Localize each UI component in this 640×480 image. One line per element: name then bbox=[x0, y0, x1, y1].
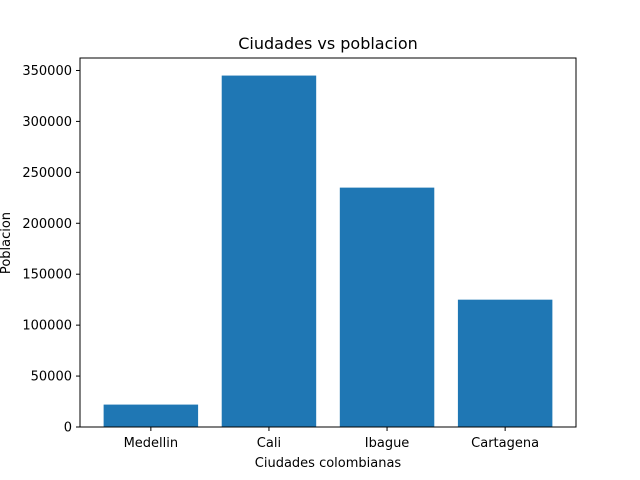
y-tick-label: 200000 bbox=[22, 217, 72, 232]
y-axis-label: Poblacion bbox=[0, 212, 14, 274]
plot-frame bbox=[79, 57, 577, 428]
y-tick-label: 250000 bbox=[22, 166, 72, 181]
y-tick-label: 300000 bbox=[22, 115, 72, 130]
x-tick-label: Cartagena bbox=[471, 436, 539, 451]
y-tick-label: 50000 bbox=[31, 370, 72, 385]
chart-title: Ciudades vs poblacion bbox=[238, 34, 418, 53]
bar-cali bbox=[221, 75, 317, 427]
y-tick-label: 150000 bbox=[22, 268, 72, 283]
bars-group bbox=[103, 75, 553, 427]
y-tick-label: 0 bbox=[64, 421, 72, 436]
bar-cartagena bbox=[457, 299, 553, 427]
y-tick-label: 350000 bbox=[22, 64, 72, 79]
x-axis-label: Ciudades colombianas bbox=[255, 456, 402, 471]
bar-ibague bbox=[339, 187, 435, 427]
x-tick-label: Medellin bbox=[124, 436, 179, 451]
bar-medellin bbox=[103, 404, 199, 427]
y-tick-label: 100000 bbox=[22, 319, 72, 334]
x-axis: Medellin Cali Ibague Cartagena bbox=[124, 427, 539, 451]
x-tick-label: Cali bbox=[257, 436, 281, 451]
y-axis: 0 50000 100000 150000 200000 250000 300000 3500… bbox=[22, 64, 80, 436]
x-tick-label: Ibague bbox=[365, 436, 410, 451]
